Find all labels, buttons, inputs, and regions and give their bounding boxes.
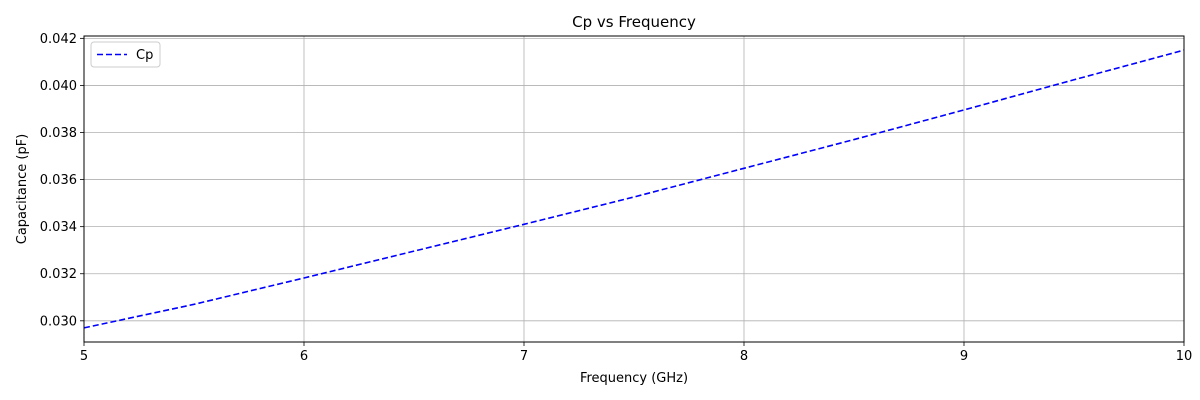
- y-tick-label: 0.042: [40, 32, 77, 47]
- y-tick-label: 0.032: [40, 267, 77, 282]
- x-tick-label: 9: [960, 349, 968, 364]
- x-axis-label: Frequency (GHz): [580, 371, 688, 386]
- x-tick-label: 7: [520, 349, 528, 364]
- y-axis-label: Capacitance (pF): [15, 134, 30, 244]
- y-tick-label: 0.030: [40, 314, 77, 329]
- plot-frame: [83, 35, 1185, 343]
- y-tick-label: 0.040: [40, 79, 77, 94]
- legend-label-cp: Cp: [136, 48, 153, 63]
- y-tick-label: 0.038: [40, 126, 77, 141]
- x-tick-label: 10: [1176, 349, 1193, 364]
- y-tick-label: 0.034: [40, 220, 77, 235]
- y-tick-label: 0.036: [40, 173, 77, 188]
- ticks: 5 6 7 8 9 10 0.030 0.032 0.034 0.036 0.038 0.040 0.0…: [40, 32, 1192, 364]
- x-tick-label: 8: [740, 349, 748, 364]
- chart-title: Cp vs Frequency: [572, 13, 696, 31]
- x-tick-label: 5: [80, 349, 88, 364]
- x-tick-label: 6: [300, 349, 308, 364]
- legend: Cp: [90, 41, 161, 68]
